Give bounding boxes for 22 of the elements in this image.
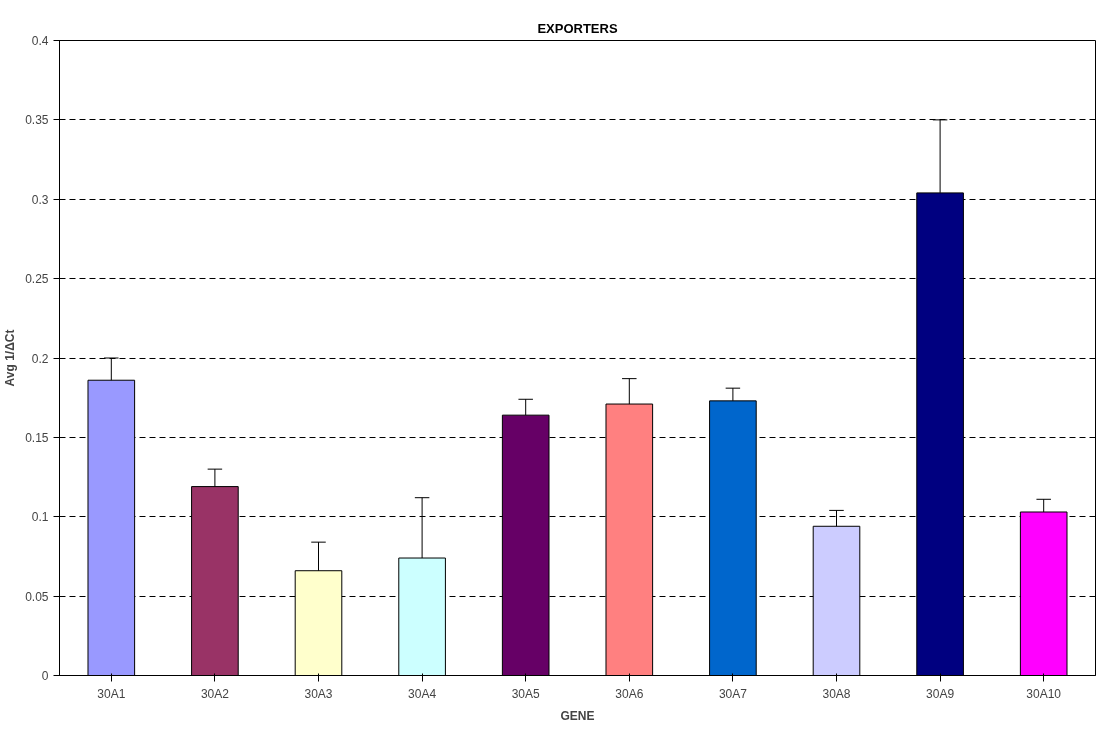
y-tick-label: 0.05 — [25, 589, 49, 604]
x-tick-label: 30A6 — [615, 686, 644, 701]
y-tick-label: 0.35 — [25, 113, 49, 128]
y-axis-title: Avg 1/ΔCt — [3, 329, 18, 387]
y-tick-label: 0.25 — [25, 272, 49, 287]
x-tick-label: 30A9 — [926, 686, 955, 701]
x-tick-label: 30A3 — [304, 686, 333, 701]
y-tick-label: 0.4 — [31, 34, 49, 48]
y-tick-label: 0.2 — [31, 351, 49, 366]
x-tick-label: 30A1 — [97, 686, 126, 701]
x-tick-label: 30A4 — [408, 686, 437, 701]
x-tick-label: 30A5 — [511, 686, 541, 701]
x-tick-label: 30A7 — [718, 686, 748, 701]
y-tick-label: 0.3 — [31, 192, 49, 207]
y-tick-label: 0.15 — [25, 430, 49, 445]
x-axis-title: GENE — [560, 708, 595, 723]
x-tick-label: 30A10 — [1026, 686, 1062, 701]
x-tick-label: 30A2 — [200, 686, 230, 701]
x-tick-label: 30A8 — [822, 686, 851, 701]
chart-title: EXPORTERS — [537, 20, 618, 36]
y-tick-label: 0.1 — [31, 510, 49, 525]
y-tick-label: 0 — [41, 669, 49, 683]
